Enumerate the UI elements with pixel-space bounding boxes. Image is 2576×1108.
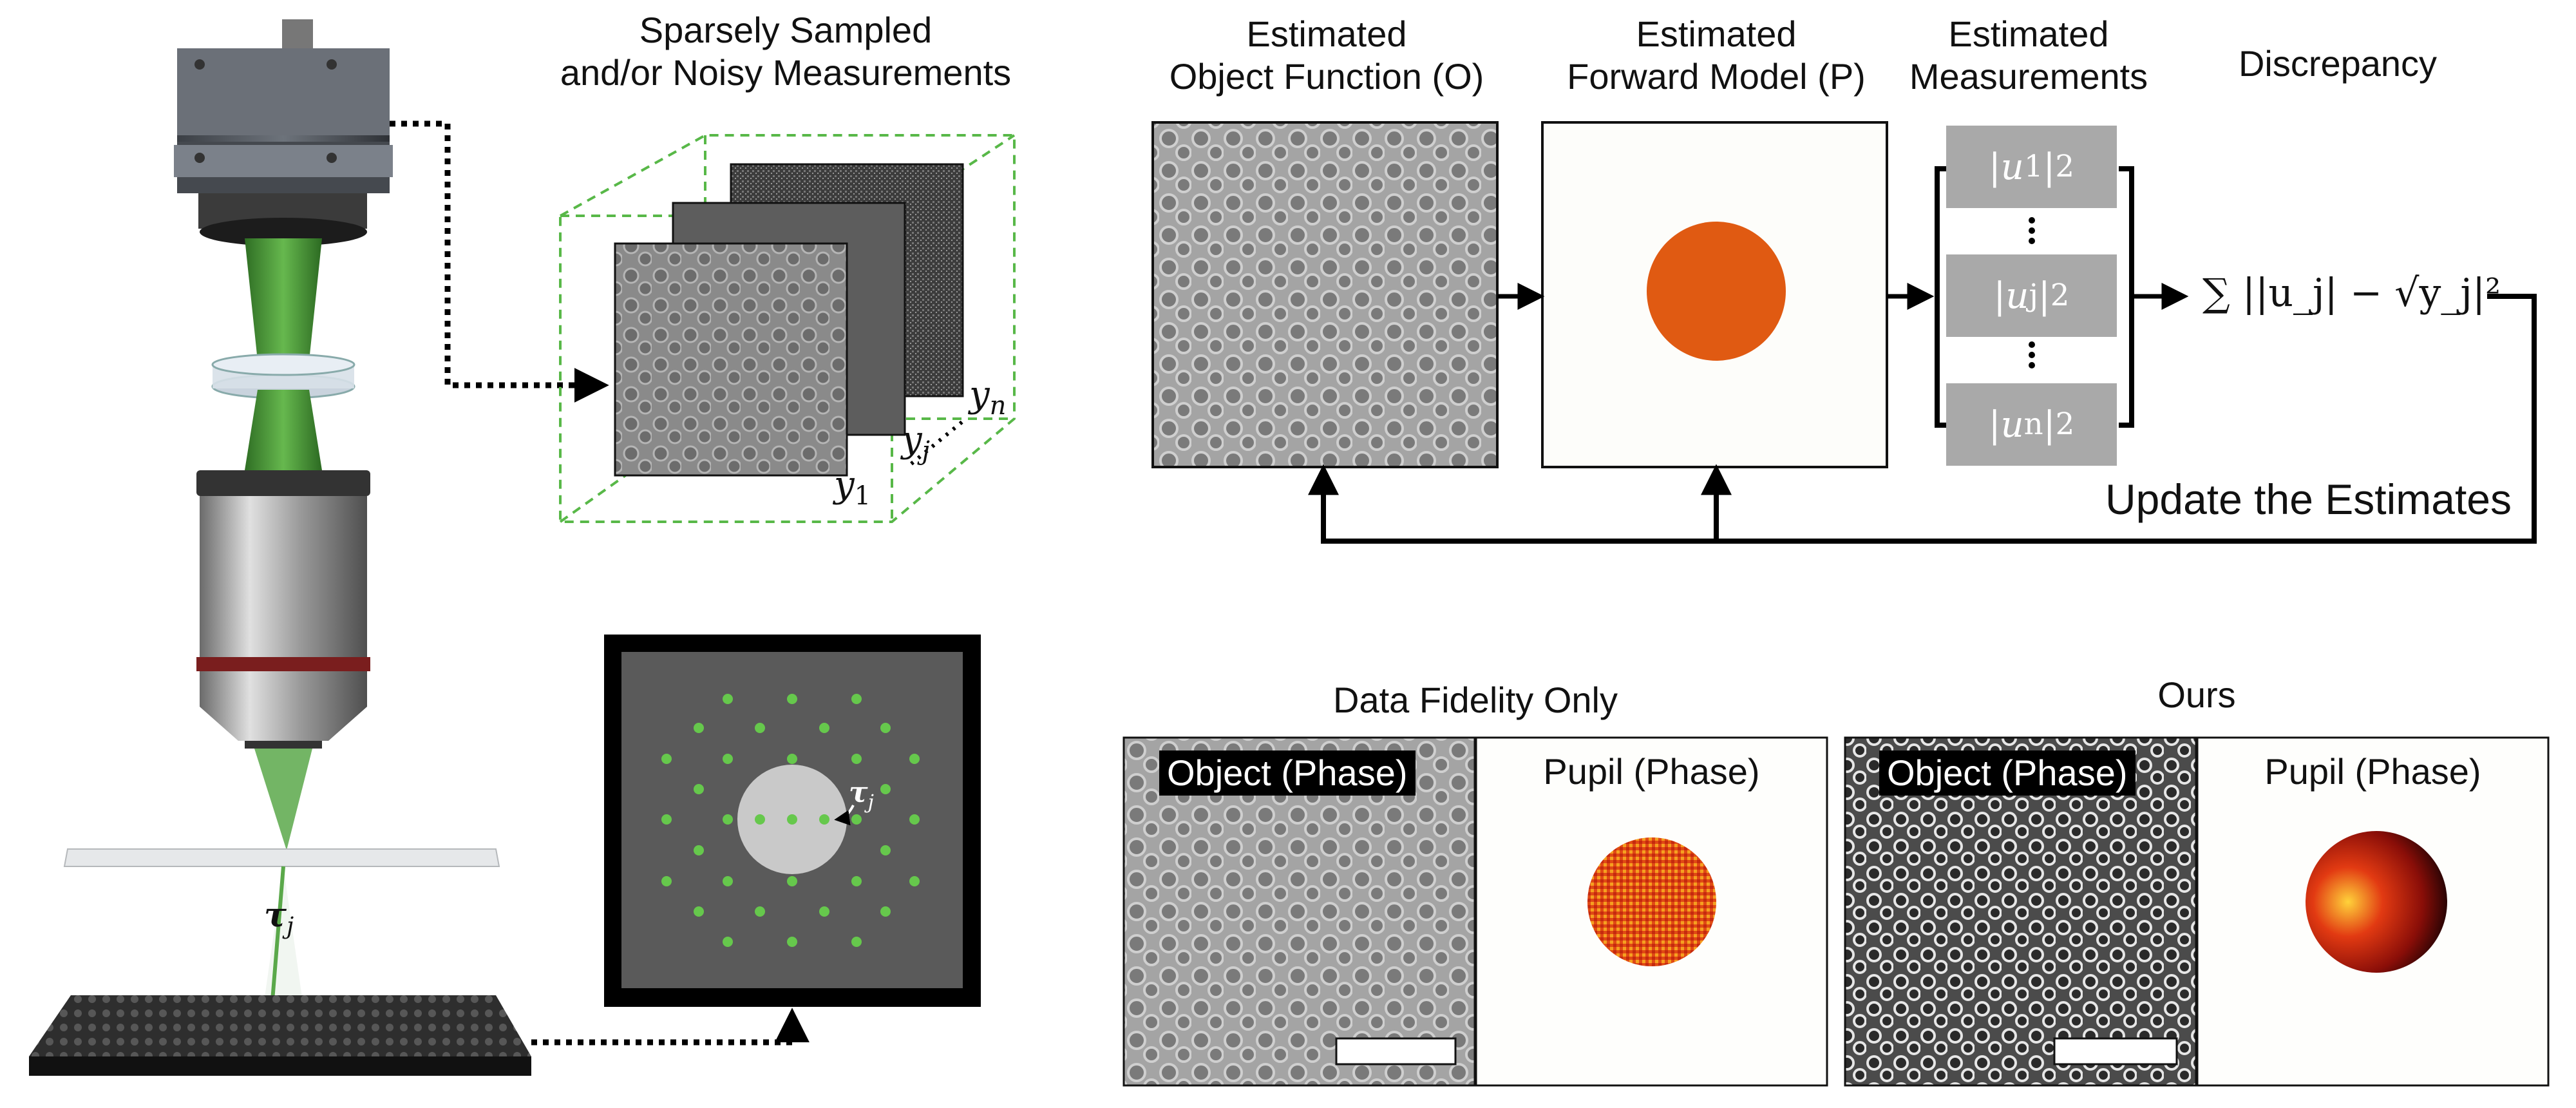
ours-object-tag: Object (Phase) — [1879, 750, 2136, 796]
objective-icon — [196, 470, 370, 749]
ours-scale-bar — [2053, 1037, 2178, 1065]
meas-item-1: | u 1 | 2 — [1946, 126, 2117, 208]
focus-cone — [254, 749, 312, 850]
led-array — [661, 694, 920, 947]
ours-pupil-image — [2306, 831, 2447, 973]
object-estimate-image — [1151, 121, 1499, 468]
slide-icon — [63, 848, 500, 867]
ours-pupil-tag: Pupil (Phase) — [2264, 751, 2481, 792]
stage-to-illumination-connector — [531, 1008, 810, 1046]
sample-stage-icon — [29, 995, 531, 1076]
update-label: Update the Estimates — [2105, 475, 2512, 523]
fidelity-pupil-tag: Pupil (Phase) — [1543, 751, 1760, 792]
meas-bracket-right — [2119, 166, 2134, 428]
object-caption: Estimated Object Function (O) — [1169, 14, 1484, 97]
yn-label: yn — [969, 374, 1007, 421]
beam-lower — [245, 390, 322, 470]
illumination-pattern — [604, 635, 981, 1007]
meas-ellipsis — [2029, 217, 2035, 368]
discrepancy-caption: Discrepancy — [2238, 43, 2438, 84]
lens-icon — [211, 353, 355, 399]
meas-item-n: | u n | 2 — [1946, 383, 2117, 466]
y1-label: y1 — [834, 464, 871, 511]
fidelity-title: Data Fidelity Only — [1333, 680, 1618, 720]
camera-icon — [174, 48, 393, 246]
fidelity-object-image — [1122, 736, 1476, 1087]
discrepancy-formula: ∑ ||u_j| − √y_j|² — [2202, 271, 2501, 316]
meas-bracket-left — [1935, 166, 1951, 428]
microscope — [29, 19, 531, 1076]
fidelity-pupil-image — [1587, 837, 1716, 966]
forward-caption: Estimated Forward Model (P) — [1567, 14, 1866, 97]
tau-label-sample: τj — [264, 895, 294, 940]
camera-knob — [282, 19, 313, 52]
fidelity-scale-bar — [1335, 1037, 1457, 1065]
ours-object-image — [1844, 736, 2197, 1087]
camera-to-stack-connector — [390, 120, 609, 403]
tau-label-illumination: τj — [849, 776, 874, 814]
fidelity-object-tag: Object (Phase) — [1159, 750, 1416, 796]
measurement-frame-1 — [614, 242, 848, 477]
pupil-estimate — [1647, 222, 1786, 361]
ours-title: Ours — [2157, 674, 2236, 715]
yj-label: yj — [902, 419, 931, 466]
feedback-loop — [1308, 294, 2537, 544]
beam-upper — [245, 238, 322, 361]
measurements-caption: Sparsely Sampled and/or Noisy Measuremen… — [560, 10, 1012, 93]
measurement-stack — [559, 134, 1016, 523]
meas-caption: Estimated Measurements — [1909, 14, 2148, 97]
meas-item-j: | u j | 2 — [1946, 254, 2117, 337]
